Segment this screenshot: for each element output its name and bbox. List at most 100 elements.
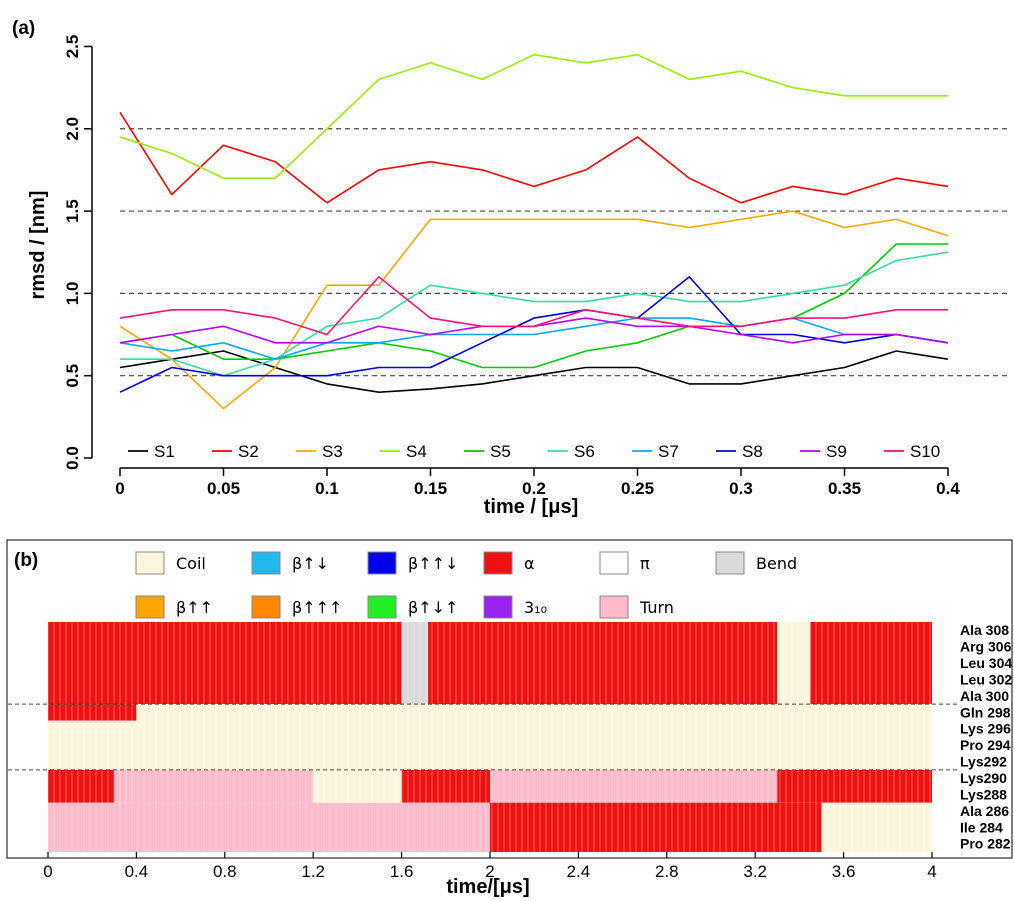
residue-label: Ala 300: [960, 688, 1009, 704]
structure-cell: [777, 769, 932, 803]
residue-label: Leu 304: [960, 655, 1012, 671]
legend-label-s1: S1: [154, 442, 175, 461]
x-tick-label: 0.1: [315, 479, 339, 498]
legend-label: π: [640, 554, 650, 573]
legend-swatch: [483, 595, 513, 619]
legend-swatch: [251, 551, 281, 575]
x-tick-label: 2.8: [655, 862, 679, 881]
series-line-s8: [119, 276, 949, 393]
legend-label-s7: S7: [658, 442, 679, 461]
structure-cell: [401, 769, 490, 803]
residue-label: Ile 284: [960, 819, 1003, 835]
legend-swatch: [367, 551, 397, 575]
x-tick-label: 4: [927, 862, 936, 881]
structure-cell: [269, 622, 314, 705]
x-tick-label: 0.15: [414, 479, 447, 498]
y-axis-label: rmsd / [nm]: [27, 191, 49, 300]
structure-cell: [48, 769, 115, 803]
legend-label-s3: S3: [322, 442, 343, 461]
x-tick-label: 1.2: [301, 862, 325, 881]
y-tick-label: 1.5: [63, 199, 82, 223]
legend-label: β↑↓↑: [408, 598, 458, 617]
legend-swatch: [715, 551, 745, 575]
legend-label: β↑↑↑: [292, 598, 342, 617]
legend-label-s10: S10: [910, 442, 940, 461]
legend-swatch: [135, 595, 165, 619]
structure-cell: [48, 802, 490, 852]
legend-label-s6: S6: [574, 442, 595, 461]
series-line-s7: [119, 317, 949, 361]
legend-label: α: [524, 554, 535, 573]
series-line-s1: [119, 350, 949, 394]
legend-label: β↑↑: [176, 598, 213, 617]
residue-label: Gln 298: [960, 704, 1011, 720]
legend-label: β↑↓: [292, 554, 329, 573]
legend-label: Bend: [756, 554, 797, 573]
structure-cell: [114, 769, 314, 803]
series-line-s4: [119, 53, 948, 179]
legend-label-s8: S8: [742, 442, 763, 461]
x-tick-label: 0: [43, 862, 52, 881]
legend-swatch: [135, 551, 165, 575]
series-line-s6: [120, 251, 949, 377]
x-tick-label: 3.2: [743, 862, 767, 881]
legend-swatch: [599, 551, 629, 575]
residue-label: Ala 286: [960, 803, 1009, 819]
residue-label: Leu 302: [960, 671, 1012, 687]
x-axis-label: time / [μs]: [484, 496, 578, 518]
x-tick-label: 1.6: [390, 862, 414, 881]
x-tick-label: 0.4: [936, 479, 960, 498]
structure-cell: [48, 704, 137, 721]
x-tick-label: 0.4: [125, 862, 149, 881]
x-tick-label: 0.2: [522, 479, 546, 498]
residue-label: Lys292: [960, 754, 1007, 770]
x-tick-label: 0.25: [621, 479, 654, 498]
structure-legend: Coil β↑↓ β↑↑↓ α π Bend β↑↑ β↑↑↑ β↑↓↑ 3₁₀ Turn: [135, 551, 797, 619]
residue-label: Ala 308: [960, 622, 1009, 638]
panel-a-rmsd-chart: (a) 0 0.05 0.1 0.15 0.2 0.25 0.3 0.35 0.4 0.0 0.5 1…: [12, 18, 1010, 518]
series-line-s2: [119, 111, 949, 204]
structure-cell: [428, 622, 778, 705]
structure-cell: [490, 769, 778, 803]
y-tick-label: 0.0: [63, 446, 82, 470]
series-line-s3: [119, 210, 949, 410]
legend-swatch: [483, 551, 513, 575]
x-tick-label: 2: [485, 862, 494, 881]
residue-label: Lys290: [960, 770, 1007, 786]
legend: S1 S2 S3 S4 S5 S6 S7 S8 S9 S10: [128, 442, 940, 461]
y-tick-label: 2.5: [63, 35, 82, 59]
x-tick-label: 0: [115, 479, 124, 498]
legend-label-s5: S5: [490, 442, 511, 461]
structure-cell: [777, 622, 811, 705]
reference-lines: [120, 128, 1010, 377]
legend-label: 3₁₀: [524, 598, 547, 617]
residue-label: Arg 306: [960, 639, 1012, 655]
structure-cell: [810, 622, 932, 705]
structure-cell: [490, 802, 822, 852]
legend-label: β↑↑↓: [408, 554, 458, 573]
panel-b-letter: (b): [14, 550, 38, 571]
axes: 0 0.05 0.1 0.15 0.2 0.25 0.3 0.35 0.4 0.0 0.5 1.0 1.…: [63, 35, 960, 498]
series-line-s5: [119, 243, 948, 369]
legend-label-s4: S4: [406, 442, 427, 461]
x-tick-label: 0.05: [207, 479, 240, 498]
structure-heatmap: [8, 622, 960, 852]
series-line-s10: [119, 276, 948, 336]
legend-label-s9: S9: [826, 442, 847, 461]
b-x-axis-label: time/[μs]: [446, 876, 529, 898]
structure-cell: [313, 622, 402, 705]
structure-cell: [821, 802, 932, 852]
residue-label: Lys 296: [960, 721, 1011, 737]
x-tick-label: 0.8: [213, 862, 237, 881]
residue-label: Pro 282: [960, 836, 1011, 852]
residue-label: Lys288: [960, 786, 1007, 802]
time-axis: 0 0.4 0.8 1.2 1.6 2 2.4 2.8 3.2 3.6 4: [43, 852, 937, 881]
legend-swatch: [599, 595, 629, 619]
series-lines: [119, 53, 949, 410]
structure-cell: [48, 622, 269, 705]
y-tick-label: 1.0: [63, 282, 82, 306]
y-tick-label: 2.0: [63, 117, 82, 141]
x-tick-label: 3.6: [832, 862, 856, 881]
